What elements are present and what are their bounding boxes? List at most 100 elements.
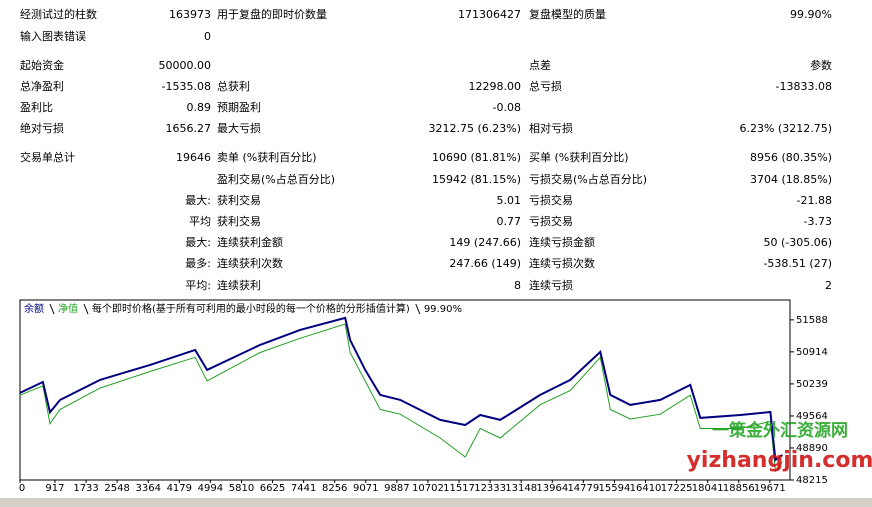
x-tick-label: 12333 (474, 483, 506, 494)
report-label: 盈利比 (20, 101, 53, 114)
report-value: -0.08 (492, 101, 521, 114)
report-value: 3212.75 (6.23%) (428, 122, 521, 135)
report-label: 连续获利次数 (217, 257, 283, 270)
report-value: 15942 (81.15%) (431, 173, 521, 186)
x-tick-label: 7441 (291, 483, 316, 494)
report-value: 6.23% (3212.75) (739, 122, 832, 135)
watermark-url: yizhangjin.com (687, 448, 872, 473)
x-tick-label: 9071 (353, 483, 378, 494)
legend: 余额 净值 每个即时价格(基于所有可利用的最小时段的每一个价格的分形插值计算) 99.… (24, 302, 462, 315)
report-value: 19646 (176, 151, 211, 164)
report-label: 绝对亏损 (20, 122, 64, 135)
report-value: 163973 (169, 8, 211, 21)
x-tick-label: 9887 (384, 483, 409, 494)
report-label: 买单 (%获利百分比) (529, 151, 629, 164)
report-value: 8 (514, 279, 521, 292)
x-tick-label: 18041 (692, 483, 724, 494)
series-line (19, 316, 783, 462)
y-tick-label: 50239 (796, 379, 828, 390)
report-value: 0 (204, 30, 211, 43)
report-value: 最多: (185, 257, 211, 270)
report-label: 亏损交易(%占总百分比) (529, 173, 648, 186)
report-label: 连续获利金额 (217, 236, 283, 249)
report-value: -1535.08 (161, 80, 211, 93)
x-tick-label: 16410 (630, 483, 662, 494)
legend-subtitle: 每个即时价格(基于所有可利用的最小时段的每一个价格的分形插值计算) (92, 302, 410, 315)
report-label: 总亏损 (529, 80, 562, 93)
x-tick-label: 17225 (661, 483, 693, 494)
report-label: 获利交易 (217, 194, 261, 207)
legend-separator (49, 303, 55, 315)
x-tick-label: 5810 (229, 483, 254, 494)
series-line (19, 323, 783, 473)
report-value: 最大: (185, 194, 211, 207)
x-tick-label: 6625 (260, 483, 285, 494)
report-value: 0.89 (186, 101, 212, 114)
report-value: 2 (825, 279, 832, 292)
y-tick-label: 50914 (796, 347, 828, 358)
legend-separator (415, 303, 421, 315)
report-label: 亏损交易 (529, 194, 573, 207)
y-tick-label: 51588 (796, 315, 828, 326)
report-label: 获利交易 (217, 215, 261, 228)
report-value: 参数 (810, 59, 832, 72)
report-label: 连续亏损 (529, 279, 573, 292)
report-value: 最大: (185, 236, 211, 249)
report-value: 247.66 (149) (449, 257, 521, 270)
x-tick-label: 917 (45, 483, 64, 494)
x-tick-label: 8256 (322, 483, 347, 494)
report-label: 预期盈利 (217, 101, 261, 114)
report-label: 亏损交易 (529, 215, 573, 228)
report-label: 输入图表错误 (20, 30, 86, 43)
report-label: 最大亏损 (217, 122, 261, 135)
x-tick-label: 4179 (167, 483, 192, 494)
x-tick-label: 10702 (412, 483, 444, 494)
report-value: 99.90% (790, 8, 832, 21)
x-tick-label: 19671 (754, 483, 786, 494)
report-label: 总获利 (217, 80, 250, 93)
report-value: 12298.00 (468, 80, 522, 93)
report-value: -3.73 (803, 215, 832, 228)
report-label: 点差 (529, 59, 551, 72)
report-label: 总净盈利 (20, 80, 64, 93)
x-tick-label: 18856 (723, 483, 755, 494)
report-label: 连续亏损次数 (529, 257, 595, 270)
report-value: 5.01 (496, 194, 522, 207)
y-tick-label: 49564 (796, 411, 828, 422)
report-value: 50 (-305.06) (763, 236, 832, 249)
x-tick-label: 2548 (104, 483, 129, 494)
x-tick-label: 13148 (505, 483, 537, 494)
report-value: 平均 (189, 215, 211, 228)
report-value: 171306427 (458, 8, 521, 21)
report-label: 起始资金 (20, 59, 64, 72)
report-label: 连续亏损金额 (529, 236, 595, 249)
report-value: 8956 (80.35%) (749, 151, 832, 164)
report-value: -538.51 (27) (763, 257, 832, 270)
report-label: 用于复盘的即时价数量 (217, 8, 327, 21)
x-tick-label: 1733 (73, 483, 98, 494)
legend-note: 99.90% (424, 304, 462, 315)
x-tick-label: 13964 (536, 483, 568, 494)
legend-entry: 净值 (58, 302, 78, 315)
report-value: 1656.27 (165, 122, 212, 135)
report-value: 平均: (185, 279, 211, 292)
report-label: 连续获利 (217, 279, 261, 292)
x-tick-label: 0 (19, 483, 25, 494)
report-label: 复盘模型的质量 (529, 8, 606, 21)
report-label: 盈利交易(%占总百分比) (217, 173, 336, 186)
x-tick-label: 4994 (198, 483, 223, 494)
report-value: -13833.08 (775, 80, 832, 93)
report-label: 经测试过的柱数 (20, 8, 97, 21)
watermark-name: 一策金外汇资源网 (712, 420, 848, 441)
y-tick-label: 48890 (796, 443, 828, 454)
x-tick-label: 14779 (567, 483, 599, 494)
bottom-bar (0, 498, 872, 507)
legend-separator (83, 303, 89, 315)
report-value: 10690 (81.81%) (431, 151, 521, 164)
report-label: 相对亏损 (529, 122, 573, 135)
report-label: 交易单总计 (20, 151, 75, 164)
report-value: -21.88 (796, 194, 832, 207)
report-label: 卖单 (%获利百分比) (217, 151, 317, 164)
plot-frame (19, 299, 791, 481)
